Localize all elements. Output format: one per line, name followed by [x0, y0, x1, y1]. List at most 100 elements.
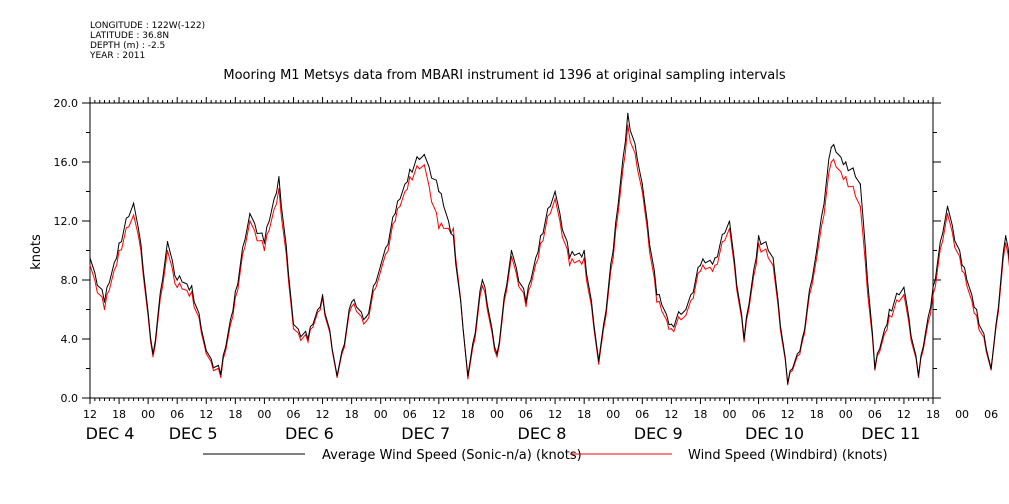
- x-hour-label: 18: [345, 408, 359, 421]
- x-hour-label: 00: [606, 408, 620, 421]
- data-point: [452, 235, 454, 237]
- legend-label-windbird: Wind Speed (Windbird) (knots): [688, 448, 888, 463]
- data-point: [103, 301, 106, 303]
- data-point: [525, 301, 527, 303]
- x-hour-label: 12: [432, 408, 446, 421]
- data-point: [351, 301, 353, 303]
- data-point: [510, 249, 513, 252]
- latitude-text: LATITUDE : 36.8N: [90, 31, 170, 41]
- data-point: [152, 356, 154, 358]
- x-hour-label: 06: [868, 408, 882, 421]
- data-point: [336, 376, 338, 378]
- data-point: [641, 190, 643, 193]
- data-point: [699, 270, 702, 272]
- data-point: [656, 301, 658, 303]
- data-point: [438, 190, 440, 193]
- data-point: [1005, 235, 1007, 237]
- data-point: [336, 375, 338, 377]
- data-point: [409, 168, 411, 170]
- data-point: [133, 214, 135, 216]
- data-point: [772, 257, 774, 259]
- y-tick-label: 4.0: [61, 333, 79, 346]
- y-tick-label: 0.0: [61, 392, 79, 405]
- data-point: [583, 249, 585, 252]
- depth-text: DEPTH (m) : -2.5: [90, 41, 166, 51]
- data-point: [743, 338, 745, 340]
- data-point: [205, 353, 207, 355]
- x-day-label: DEC 7: [401, 424, 450, 443]
- data-point: [292, 328, 295, 330]
- x-hour-label: 12: [897, 408, 911, 421]
- data-point: [670, 323, 672, 325]
- data-point: [874, 367, 876, 370]
- metadata-block: LONGITUDE : 122W(-122) LATITUDE : 36.8N …: [90, 21, 205, 61]
- data-point: [714, 257, 716, 259]
- data-point: [423, 164, 425, 166]
- data-point: [481, 279, 484, 281]
- data-point: [176, 279, 178, 281]
- data-point: [394, 220, 396, 222]
- series-layer: [89, 112, 1009, 386]
- x-hour-label: 18: [228, 408, 242, 421]
- data-point: [205, 350, 207, 352]
- x-hour-label: 06: [286, 408, 300, 421]
- data-point: [932, 286, 934, 288]
- x-hour-label: 12: [664, 408, 678, 421]
- data-point: [888, 314, 890, 316]
- data-point: [627, 124, 629, 126]
- series-line: [89, 125, 1009, 385]
- data-point: [525, 305, 527, 308]
- legend: Average Wind Speed (Sonic-n/a) (knots) Wi…: [203, 448, 888, 463]
- longitude-text: LONGITUDE : 122W(-122): [90, 21, 206, 31]
- data-point: [118, 249, 120, 252]
- data-point: [137, 227, 140, 229]
- x-hour-label: 00: [141, 408, 155, 421]
- data-point: [685, 308, 687, 311]
- x-hour-label: 06: [635, 408, 649, 421]
- data-point: [714, 264, 716, 266]
- x-hour-label: 06: [170, 408, 184, 421]
- x-hour-label: 06: [403, 408, 417, 421]
- x-day-label: DEC 10: [745, 424, 804, 443]
- data-point: [670, 328, 672, 330]
- data-point: [946, 205, 949, 207]
- data-point: [380, 264, 382, 266]
- data-point: [467, 375, 469, 377]
- data-point: [137, 235, 140, 237]
- data-point: [859, 205, 861, 207]
- x-day-label: DEC 9: [634, 424, 683, 443]
- data-point: [816, 249, 818, 252]
- y-tick-label: 8.0: [61, 274, 79, 287]
- data-point: [903, 286, 905, 288]
- data-point: [539, 235, 542, 237]
- x-day-label: DEC 6: [285, 424, 334, 443]
- data-point: [321, 294, 324, 296]
- data-point: [89, 257, 91, 259]
- y-tick-label: 16.0: [54, 156, 79, 169]
- data-point: [166, 241, 169, 243]
- data-point: [176, 286, 178, 288]
- data-point: [598, 363, 600, 365]
- y-tick-label: 20.0: [54, 97, 79, 110]
- x-hour-label: 12: [199, 408, 213, 421]
- data-point: [539, 242, 542, 244]
- year-text: YEAR : 2011: [90, 51, 146, 61]
- data-point: [917, 375, 920, 377]
- data-point: [467, 378, 469, 380]
- x-hour-label: 18: [926, 408, 940, 421]
- x-hour-label: 12: [548, 408, 562, 421]
- data-point: [365, 320, 367, 322]
- x-day-label: DEC 8: [518, 424, 567, 443]
- data-point: [990, 369, 992, 371]
- data-point: [118, 242, 120, 244]
- data-point: [830, 146, 832, 148]
- data-point: [699, 264, 702, 266]
- data-point: [787, 382, 789, 384]
- data-point: [845, 176, 847, 178]
- data-point: [845, 161, 847, 163]
- data-point: [234, 291, 236, 293]
- data-point: [569, 257, 571, 259]
- series-line: [89, 113, 1009, 384]
- data-point: [569, 264, 571, 266]
